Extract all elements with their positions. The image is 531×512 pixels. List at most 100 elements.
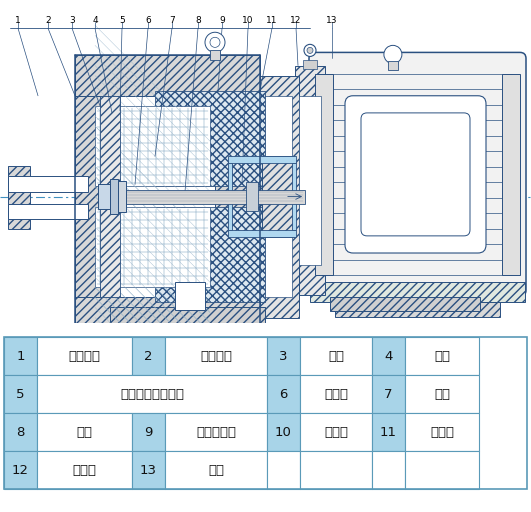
Bar bbox=[132, 413, 165, 451]
Bar bbox=[228, 163, 232, 230]
Bar bbox=[502, 74, 520, 275]
Text: 1: 1 bbox=[15, 16, 21, 25]
Circle shape bbox=[384, 46, 402, 63]
Text: 静环: 静环 bbox=[328, 350, 344, 363]
Bar bbox=[267, 413, 300, 451]
FancyBboxPatch shape bbox=[309, 52, 526, 296]
Bar bbox=[246, 182, 258, 210]
Circle shape bbox=[205, 32, 225, 52]
Bar bbox=[303, 60, 317, 69]
Bar bbox=[165, 451, 267, 489]
Bar bbox=[255, 76, 299, 317]
Text: 9: 9 bbox=[219, 16, 225, 25]
Bar bbox=[8, 177, 88, 191]
Bar bbox=[335, 303, 500, 316]
Bar bbox=[110, 179, 118, 214]
Bar bbox=[300, 451, 372, 489]
Text: 12: 12 bbox=[290, 16, 302, 25]
Bar bbox=[4, 413, 37, 451]
Text: 7: 7 bbox=[384, 388, 393, 401]
Bar bbox=[215, 96, 260, 297]
Bar bbox=[330, 297, 480, 311]
Bar bbox=[262, 96, 292, 297]
Bar bbox=[118, 181, 126, 211]
Bar bbox=[105, 189, 305, 204]
Text: 11: 11 bbox=[380, 425, 397, 439]
Text: 10: 10 bbox=[242, 16, 254, 25]
Bar bbox=[155, 207, 265, 303]
Bar bbox=[155, 91, 265, 186]
Bar bbox=[372, 413, 405, 451]
Text: 1: 1 bbox=[16, 350, 25, 363]
Bar bbox=[372, 375, 405, 413]
Bar bbox=[210, 50, 220, 60]
Bar bbox=[4, 451, 37, 489]
Bar bbox=[300, 375, 372, 413]
Bar bbox=[132, 451, 165, 489]
Bar bbox=[4, 375, 37, 413]
Bar bbox=[4, 337, 527, 489]
Bar bbox=[37, 337, 132, 375]
Bar bbox=[165, 337, 267, 375]
Text: 进口法兰: 进口法兰 bbox=[68, 350, 100, 363]
Text: 3: 3 bbox=[279, 350, 288, 363]
Text: 动环: 动环 bbox=[434, 350, 450, 363]
Bar bbox=[310, 282, 525, 303]
Bar bbox=[405, 451, 479, 489]
Bar bbox=[405, 337, 479, 375]
Bar bbox=[95, 106, 210, 186]
Bar bbox=[372, 451, 405, 489]
Bar bbox=[372, 337, 405, 375]
Bar bbox=[267, 337, 300, 375]
Bar bbox=[405, 413, 479, 451]
Text: 9: 9 bbox=[144, 425, 153, 439]
Bar bbox=[110, 307, 265, 326]
Text: 4: 4 bbox=[92, 16, 98, 25]
Text: 5: 5 bbox=[16, 388, 25, 401]
FancyBboxPatch shape bbox=[361, 113, 470, 236]
Circle shape bbox=[307, 48, 313, 53]
Bar bbox=[75, 55, 260, 96]
Text: 8: 8 bbox=[16, 425, 24, 439]
Text: 6: 6 bbox=[279, 388, 288, 401]
Bar bbox=[98, 184, 110, 209]
Circle shape bbox=[304, 45, 316, 56]
Text: 6: 6 bbox=[145, 16, 151, 25]
Text: 3: 3 bbox=[69, 16, 75, 25]
Text: 5: 5 bbox=[119, 16, 125, 25]
Text: 密封圈: 密封圈 bbox=[324, 388, 348, 401]
Bar bbox=[4, 337, 37, 375]
Bar bbox=[405, 375, 479, 413]
Bar bbox=[37, 413, 132, 451]
Bar bbox=[299, 96, 321, 265]
Bar bbox=[165, 413, 267, 451]
Text: 泵轴: 泵轴 bbox=[76, 425, 92, 439]
Text: 12: 12 bbox=[12, 463, 29, 477]
Text: 2: 2 bbox=[144, 350, 153, 363]
Text: 隔离套: 隔离套 bbox=[430, 425, 454, 439]
Bar bbox=[292, 163, 296, 230]
Bar bbox=[228, 156, 296, 163]
Bar bbox=[8, 166, 30, 229]
Bar bbox=[262, 156, 294, 237]
Bar bbox=[95, 207, 210, 287]
Text: 10: 10 bbox=[275, 425, 292, 439]
Text: 7: 7 bbox=[169, 16, 175, 25]
Bar bbox=[37, 451, 132, 489]
Bar bbox=[75, 297, 260, 326]
Bar bbox=[37, 375, 267, 413]
Bar bbox=[295, 66, 325, 295]
Text: 11: 11 bbox=[266, 16, 278, 25]
Text: 13: 13 bbox=[140, 463, 157, 477]
Bar bbox=[267, 451, 300, 489]
Text: 联接架: 联接架 bbox=[73, 463, 97, 477]
Bar bbox=[315, 74, 333, 275]
Bar bbox=[388, 61, 398, 70]
Bar bbox=[132, 337, 165, 375]
Bar bbox=[300, 413, 372, 451]
Bar bbox=[75, 96, 100, 297]
Circle shape bbox=[210, 37, 220, 48]
Bar bbox=[100, 96, 120, 297]
Text: 外磁钢总成: 外磁钢总成 bbox=[196, 425, 236, 439]
Bar bbox=[8, 204, 88, 219]
